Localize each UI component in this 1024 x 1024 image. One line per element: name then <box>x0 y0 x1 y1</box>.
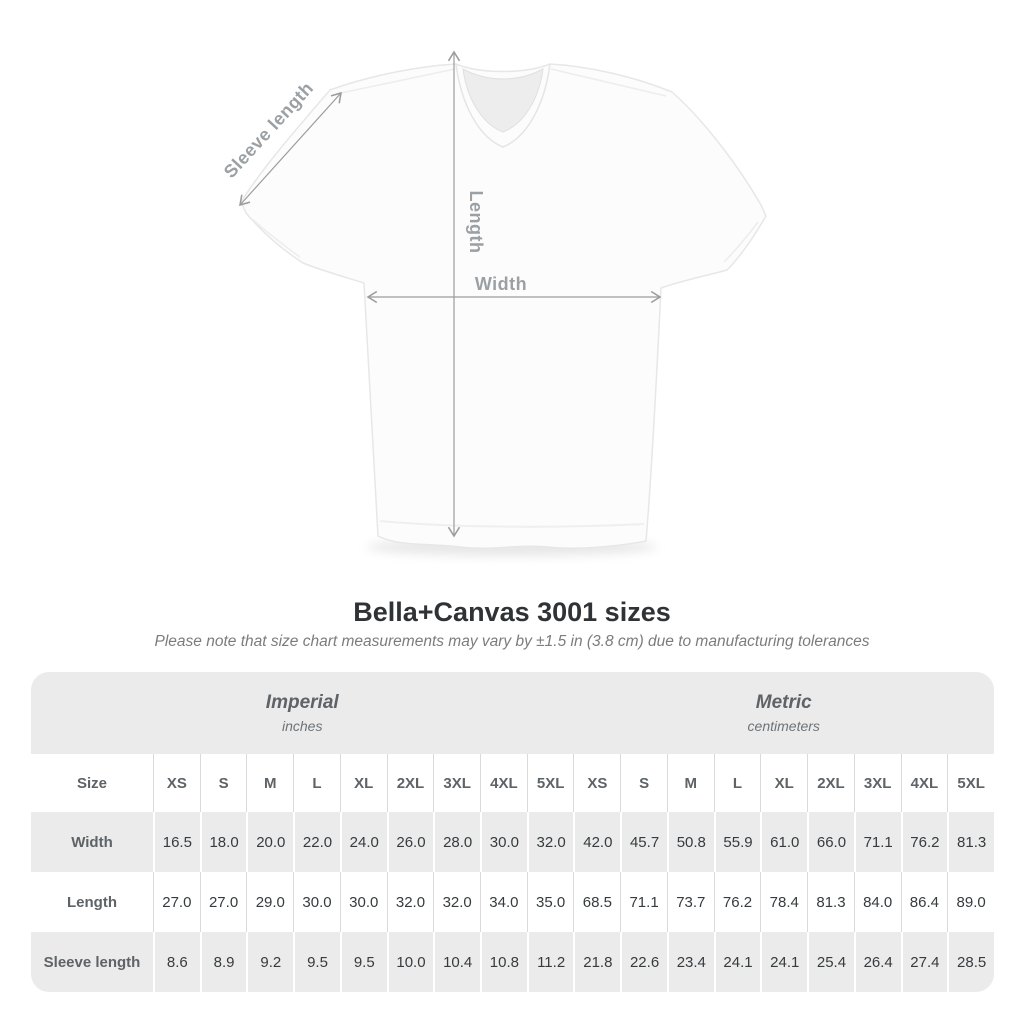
value-cell: 27.4 <box>900 932 948 992</box>
value-cell: 11.2 <box>526 932 574 992</box>
size-column-header-metric: XS <box>573 754 621 812</box>
size-column-header-imperial: XS <box>153 754 200 812</box>
value-cell: 10.0 <box>386 932 434 992</box>
value-cell: 10.8 <box>480 932 527 992</box>
value-cell: 23.4 <box>666 932 714 992</box>
tshirt-illustration <box>240 63 767 549</box>
value-cell: 28.0 <box>433 812 481 872</box>
size-chart-grid: Imperial inches Metric centimeters Size … <box>31 672 994 992</box>
size-column-header-imperial: XL <box>339 754 387 812</box>
cuff-seam-right <box>723 221 759 263</box>
tshirt-measurement-diagram: Sleeve length Length Width <box>220 50 767 556</box>
value-cell: 42.0 <box>573 812 621 872</box>
row-label: Sleeve length <box>31 932 153 992</box>
size-column-header-imperial: M <box>246 754 294 812</box>
value-cell: 21.8 <box>573 932 621 992</box>
value-cell: 24.1 <box>713 932 761 992</box>
value-cell: 71.1 <box>620 872 667 932</box>
value-cell: 26.4 <box>853 932 901 992</box>
value-cell: 89.0 <box>947 872 994 932</box>
value-cell: 71.1 <box>853 812 901 872</box>
value-cell: 20.0 <box>246 812 294 872</box>
value-cell: 24.0 <box>339 812 387 872</box>
size-column-header-metric: XL <box>760 754 808 812</box>
size-chart-table: Imperial inches Metric centimeters Size … <box>31 672 994 992</box>
value-cell: 81.3 <box>807 872 854 932</box>
imperial-group-label: Imperial <box>265 692 339 713</box>
value-cell: 81.3 <box>947 812 994 872</box>
tolerance-note: Please note that size chart measurements… <box>154 633 870 650</box>
value-cell: 9.5 <box>293 932 340 992</box>
value-cell: 45.7 <box>620 812 667 872</box>
size-column-header-metric: S <box>620 754 667 812</box>
value-cell: 28.5 <box>947 932 994 992</box>
value-cell: 66.0 <box>807 812 854 872</box>
value-cell: 55.9 <box>713 812 761 872</box>
value-cell: 76.2 <box>900 812 948 872</box>
size-corner-header: Size <box>31 754 153 812</box>
value-cell: 50.8 <box>666 812 714 872</box>
shoulder-seam-left <box>335 68 456 95</box>
value-cell: 34.0 <box>480 872 527 932</box>
value-cell: 8.6 <box>153 932 200 992</box>
hem-seam <box>379 520 645 528</box>
value-cell: 68.5 <box>573 872 621 932</box>
value-cell: 18.0 <box>199 812 247 872</box>
value-cell: 10.4 <box>433 932 481 992</box>
row-label: Length <box>31 872 153 932</box>
size-column-header-metric: 4XL <box>900 754 948 812</box>
value-cell: 35.0 <box>526 872 574 932</box>
value-cell: 8.9 <box>199 932 247 992</box>
metric-group-unit: centimeters <box>747 718 820 734</box>
sleeve-length-arrow <box>239 91 342 207</box>
value-cell: 86.4 <box>900 872 948 932</box>
imperial-group-unit: inches <box>282 718 323 734</box>
value-cell: 29.0 <box>246 872 294 932</box>
metric-group-header: Metric centimeters <box>573 672 994 754</box>
value-cell: 22.6 <box>620 932 667 992</box>
value-cell: 61.0 <box>760 812 808 872</box>
value-cell: 84.0 <box>853 872 901 932</box>
value-cell: 30.0 <box>293 872 340 932</box>
value-cell: 27.0 <box>153 872 200 932</box>
value-cell: 30.0 <box>339 872 387 932</box>
value-cell: 24.1 <box>760 932 808 992</box>
size-column-header-imperial: 2XL <box>386 754 434 812</box>
page-title: Bella+Canvas 3001 sizes <box>353 597 671 627</box>
value-cell: 27.0 <box>199 872 247 932</box>
size-column-header-metric: 5XL <box>947 754 994 812</box>
row-label: Width <box>31 812 153 872</box>
value-cell: 76.2 <box>713 872 761 932</box>
value-cell: 26.0 <box>386 812 434 872</box>
size-column-header-imperial: S <box>199 754 247 812</box>
size-column-header-imperial: L <box>293 754 340 812</box>
value-cell: 16.5 <box>153 812 200 872</box>
length-label: Length <box>466 191 486 254</box>
size-column-header-imperial: 5XL <box>526 754 574 812</box>
value-cell: 32.0 <box>433 872 481 932</box>
value-cell: 32.0 <box>386 872 434 932</box>
size-column-header-imperial: 4XL <box>480 754 527 812</box>
value-cell: 25.4 <box>807 932 854 992</box>
value-cell: 22.0 <box>293 812 340 872</box>
size-column-header-metric: 2XL <box>807 754 854 812</box>
value-cell: 73.7 <box>666 872 714 932</box>
value-cell: 78.4 <box>760 872 808 932</box>
shoulder-seam-right <box>550 68 667 97</box>
value-cell: 9.5 <box>339 932 387 992</box>
width-label: Width <box>475 274 527 294</box>
imperial-group-header: Imperial inches <box>31 672 574 754</box>
size-column-header-metric: L <box>713 754 761 812</box>
cuff-seam-left <box>251 218 301 258</box>
value-cell: 30.0 <box>480 812 527 872</box>
size-column-header-metric: 3XL <box>853 754 901 812</box>
value-cell: 32.0 <box>526 812 574 872</box>
value-cell: 9.2 <box>246 932 294 992</box>
size-column-header-imperial: 3XL <box>433 754 481 812</box>
metric-group-label: Metric <box>755 692 812 713</box>
neck-opening <box>462 68 544 133</box>
collar-outline <box>455 63 551 148</box>
size-column-header-metric: M <box>666 754 714 812</box>
